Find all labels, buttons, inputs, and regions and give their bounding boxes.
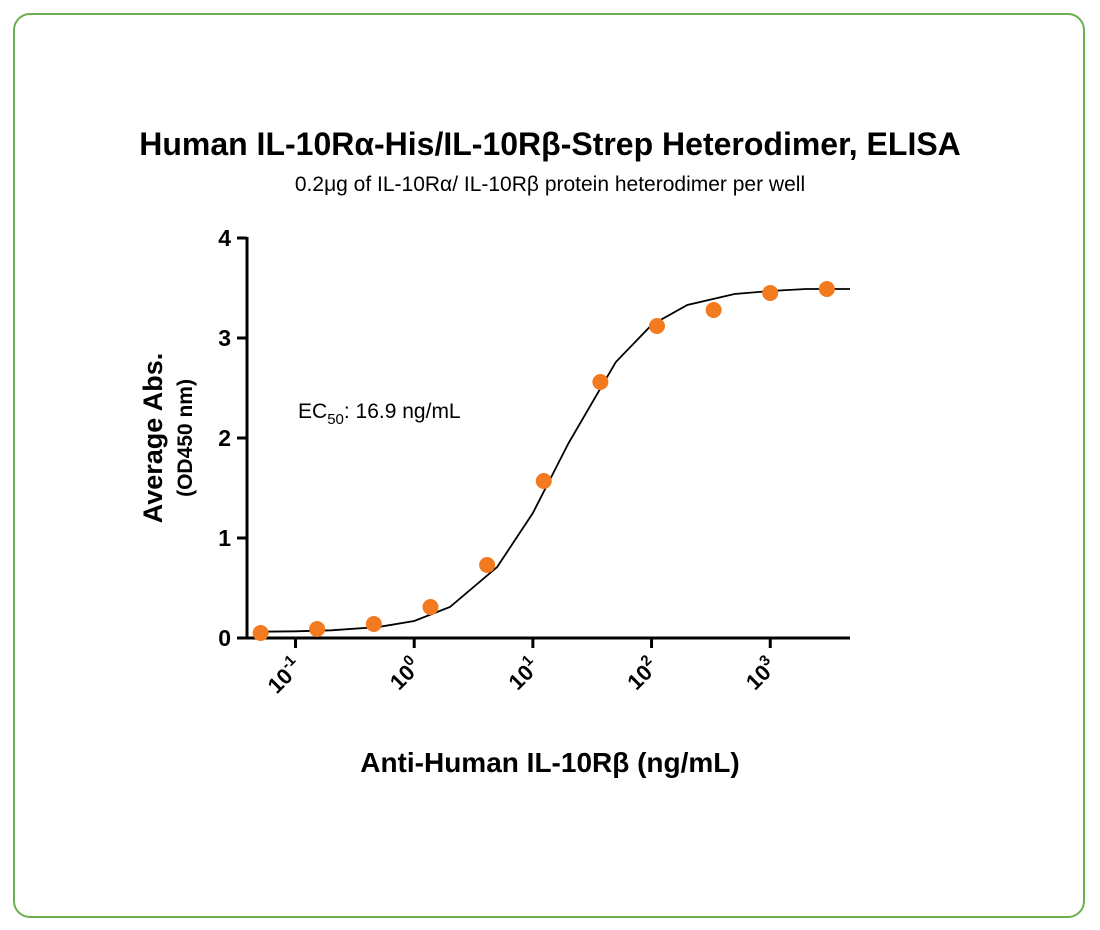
annotation: EC50: 16.9 ng/mL <box>298 400 461 428</box>
y-tick-label: 2 <box>218 425 231 451</box>
y-tick-label: 0 <box>218 625 231 651</box>
y-tick-label: 3 <box>218 325 231 351</box>
y-tick-label: 4 <box>218 225 231 251</box>
chart-title: Human IL-10Rα-His/IL-10Rβ-Strep Heterodi… <box>139 126 961 162</box>
chart-subtitle: 0.2μg of IL-10Rα/ IL-10Rβ protein hetero… <box>295 173 805 196</box>
y-tick-label: 1 <box>218 525 231 551</box>
data-point <box>592 374 609 390</box>
data-point <box>705 302 722 318</box>
data-point <box>818 281 835 297</box>
data-point <box>309 621 326 637</box>
data-point <box>648 318 665 334</box>
annotation-suffix: : 16.9 ng/mL <box>344 400 461 423</box>
frame <box>13 13 1085 918</box>
y-axis-label: (OD450 nm) <box>174 379 197 497</box>
y-axis-label: Average Abs. <box>138 353 168 524</box>
data-point <box>479 557 496 573</box>
x-axis-label: Anti-Human IL-10Rβ (ng/mL) <box>360 747 740 778</box>
data-point <box>762 285 779 301</box>
data-point <box>252 625 269 641</box>
annotation-subscript: 50 <box>327 411 344 428</box>
data-point <box>535 473 552 489</box>
data-point <box>365 616 382 632</box>
annotation-text: EC <box>298 400 327 423</box>
data-point <box>422 599 439 615</box>
